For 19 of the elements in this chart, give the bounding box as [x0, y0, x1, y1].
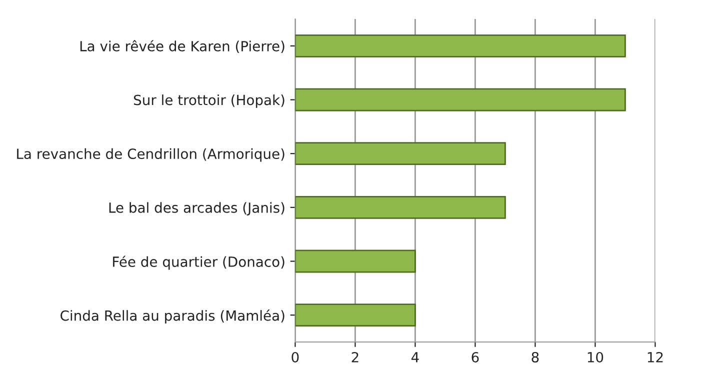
x-tick-label: 10 [588, 352, 604, 362]
y-tick-label: Le bal des arcades (Janis) [109, 202, 284, 216]
y-tick-label: Sur le trottoir (Hopak) [134, 94, 284, 108]
x-tick-label: 6 [472, 352, 479, 362]
x-tick-label: 4 [411, 352, 419, 362]
bar [295, 250, 416, 273]
y-tick-label: La revanche de Cendrillon (Armorique) [17, 148, 284, 162]
bar [295, 304, 416, 327]
y-tick-label: Fée de quartier (Donaco) [113, 256, 284, 270]
x-tick-label: 2 [352, 352, 358, 362]
x-tick-label: 12 [648, 352, 663, 362]
x-tick-label: 8 [532, 352, 539, 362]
bar [295, 34, 626, 58]
y-tick-label: La vie rêvée de Karen (Pierre) [80, 40, 284, 54]
bar [295, 88, 626, 112]
bar [295, 196, 506, 219]
bar [295, 142, 506, 166]
x-tick-label: 0 [292, 352, 299, 362]
y-tick-label: Cinda Rella au paradis (Mamléa) [60, 310, 284, 324]
